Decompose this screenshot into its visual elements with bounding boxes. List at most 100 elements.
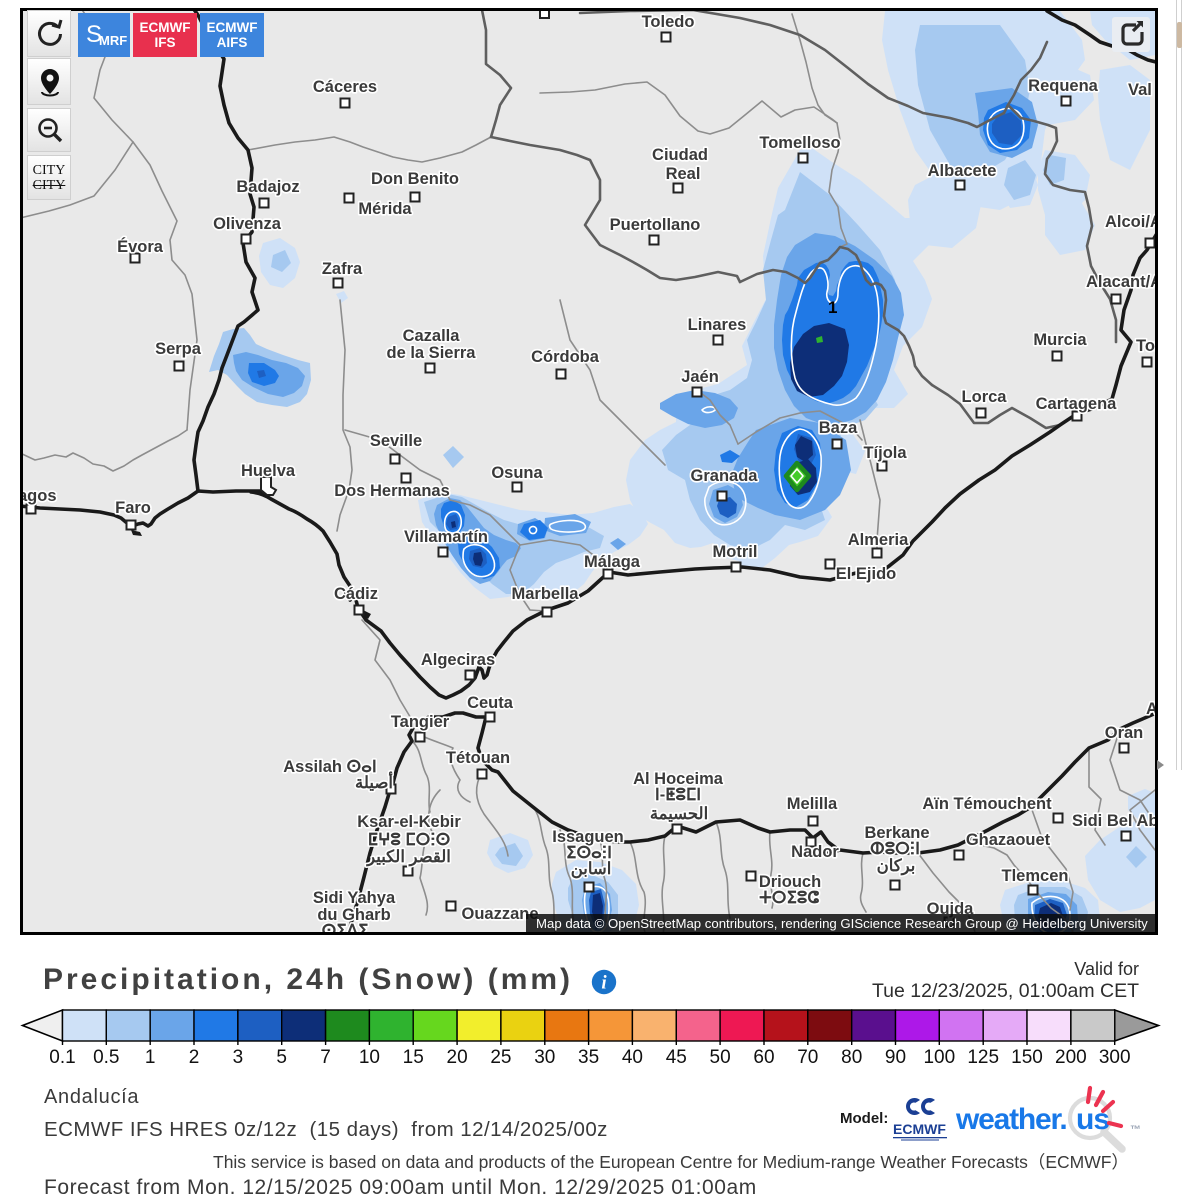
svg-text:35: 35 (578, 1047, 599, 1068)
svg-text:ⵉⵙⴰⵗⵏ: ⵉⵙⴰⵗⵏ (566, 844, 612, 862)
svg-text:2: 2 (189, 1047, 200, 1068)
svg-text:Serpa: Serpa (155, 340, 202, 358)
svg-text:Jaén: Jaén (681, 368, 719, 386)
svg-text:de la Sierra: de la Sierra (387, 344, 477, 362)
svg-text:Cádiz: Cádiz (334, 585, 378, 603)
svg-text:Albacete: Albacete (928, 162, 997, 180)
svg-text:Linares: Linares (688, 316, 747, 334)
svg-text:30: 30 (534, 1047, 555, 1068)
svg-text:50: 50 (710, 1047, 731, 1068)
svg-text:Málaga: Málaga (584, 553, 641, 571)
svg-text:Nador: Nador (791, 843, 839, 861)
svg-text:Algeciras: Algeciras (421, 651, 495, 669)
svg-text:Cáceres: Cáceres (313, 78, 377, 96)
svg-text:Ciudad: Ciudad (652, 146, 708, 164)
svg-text:100: 100 (923, 1047, 955, 1068)
svg-text:ⵜⵔⵉⵓⵛ: ⵜⵔⵉⵓⵛ (759, 889, 819, 907)
svg-text:Osuna: Osuna (491, 464, 543, 482)
svg-text:ⵙⵉⴷⵉ: ⵙⵉⴷⵉ (322, 922, 369, 932)
svg-text:Huelva: Huelva (241, 462, 296, 480)
svg-text:Motril: Motril (713, 543, 758, 561)
svg-text:60: 60 (753, 1047, 774, 1068)
svg-text:Lorca: Lorca (962, 388, 1008, 406)
svg-text:Olivenza: Olivenza (213, 215, 282, 233)
svg-text:15: 15 (403, 1047, 424, 1068)
svg-text:A: A (1146, 700, 1155, 718)
svg-text:القصر الكبير: القصر الكبير (365, 848, 451, 867)
svg-text:1: 1 (145, 1047, 156, 1068)
svg-text:اسابن: اسابن (571, 860, 612, 879)
svg-text:Issaguen: Issaguen (552, 828, 624, 846)
svg-text:0.1: 0.1 (49, 1047, 75, 1068)
svg-text:Tlemcen: Tlemcen (1002, 867, 1069, 885)
svg-text:Marbella: Marbella (512, 585, 580, 603)
svg-text:Al Hoceima: Al Hoceima (633, 770, 724, 788)
svg-text:du Gharb: du Gharb (317, 906, 390, 924)
svg-text:Tor: Tor (1136, 337, 1155, 355)
svg-text:Puertollano: Puertollano (610, 216, 701, 234)
svg-text:1: 1 (828, 298, 837, 317)
svg-text:ⵏ-ⵟⵓⵎⵏ: ⵏ-ⵟⵓⵎⵏ (655, 786, 701, 804)
svg-text:™: ™ (1130, 1124, 1141, 1136)
svg-text:Villamartín: Villamartín (404, 528, 488, 546)
svg-text:Sidi Bel Ab: Sidi Bel Ab (1072, 812, 1155, 830)
svg-text:i: i (601, 973, 607, 994)
svg-text:150: 150 (1011, 1047, 1043, 1068)
svg-text:Val: Val (1128, 81, 1152, 99)
svg-text:Alcoi/A: Alcoi/A (1105, 213, 1155, 231)
svg-text:agos: agos (23, 487, 57, 505)
svg-text:Alacant/A: Alacant/A (1086, 273, 1155, 291)
svg-text:7: 7 (320, 1047, 331, 1068)
svg-text:70: 70 (797, 1047, 818, 1068)
svg-text:Seville: Seville (370, 432, 422, 450)
svg-text:Ceuta: Ceuta (467, 694, 514, 712)
svg-text:أصيلة: أصيلة (355, 770, 393, 792)
svg-text:10: 10 (359, 1047, 380, 1068)
svg-text:Don Benito: Don Benito (371, 170, 459, 188)
svg-text:Requena: Requena (1028, 77, 1099, 95)
svg-text:Toledo: Toledo (642, 13, 695, 31)
svg-text:Baza: Baza (819, 419, 858, 437)
svg-text:Faro: Faro (115, 499, 151, 517)
svg-text:45: 45 (666, 1047, 687, 1068)
svg-text:Sidi Yahya: Sidi Yahya (313, 889, 396, 907)
svg-text:Córdoba: Córdoba (531, 348, 600, 366)
svg-text:Assilah ⵙⴰⵏ: Assilah ⵙⴰⵏ (283, 758, 376, 776)
svg-text:Aïn Témouchent: Aïn Témouchent (922, 795, 1052, 813)
svg-text:Oran: Oran (1105, 724, 1144, 742)
svg-text:Ghazaouet: Ghazaouet (966, 831, 1051, 849)
svg-text:Évora: Évora (117, 237, 164, 256)
svg-text:Cazalla: Cazalla (403, 327, 461, 345)
svg-text:ⵀⵓⵔⵗⵏ: ⵀⵓⵔⵗⵏ (870, 840, 920, 858)
svg-text:20: 20 (447, 1047, 468, 1068)
svg-text:Granada: Granada (691, 467, 759, 485)
svg-text:Tangier: Tangier (391, 713, 450, 731)
svg-text:300: 300 (1099, 1047, 1131, 1068)
svg-text:Badajoz: Badajoz (236, 178, 299, 196)
svg-text:0.5: 0.5 (93, 1047, 119, 1068)
svg-text:125: 125 (967, 1047, 999, 1068)
svg-text:Map data © OpenStreetMap contr: Map data © OpenStreetMap contributors, r… (536, 916, 1148, 931)
svg-text:ECMWF: ECMWF (893, 1121, 946, 1137)
svg-text:Dos Hermanas: Dos Hermanas (334, 482, 450, 500)
svg-text:Tíjola: Tíjola (863, 444, 907, 462)
svg-text:الحسيمة: الحسيمة (650, 805, 708, 823)
svg-text:40: 40 (622, 1047, 643, 1068)
svg-text:weather.: weather. (955, 1103, 1066, 1136)
svg-text:Cartagena: Cartagena (1036, 395, 1118, 413)
svg-text:بركان: بركان (877, 857, 916, 876)
svg-text:Berkane: Berkane (864, 824, 929, 842)
svg-text:ⵎⵖⵓ ⵎⵔⵗⵙ: ⵎⵖⵓ ⵎⵔⵗⵙ (368, 831, 451, 849)
svg-text:Melilla: Melilla (787, 795, 838, 813)
svg-text:Ksar-el-Kebir: Ksar-el-Kebir (357, 813, 461, 831)
svg-text:200: 200 (1055, 1047, 1087, 1068)
svg-text:Tomelloso: Tomelloso (759, 134, 840, 152)
svg-text:25: 25 (490, 1047, 511, 1068)
svg-text:80: 80 (841, 1047, 862, 1068)
svg-text:Tétouan: Tétouan (446, 749, 510, 767)
svg-text:Real: Real (666, 165, 701, 183)
svg-text:Mérida: Mérida (358, 200, 412, 218)
svg-text:Murcia: Murcia (1033, 331, 1087, 349)
svg-text:3: 3 (233, 1047, 244, 1068)
svg-text:5: 5 (276, 1047, 287, 1068)
